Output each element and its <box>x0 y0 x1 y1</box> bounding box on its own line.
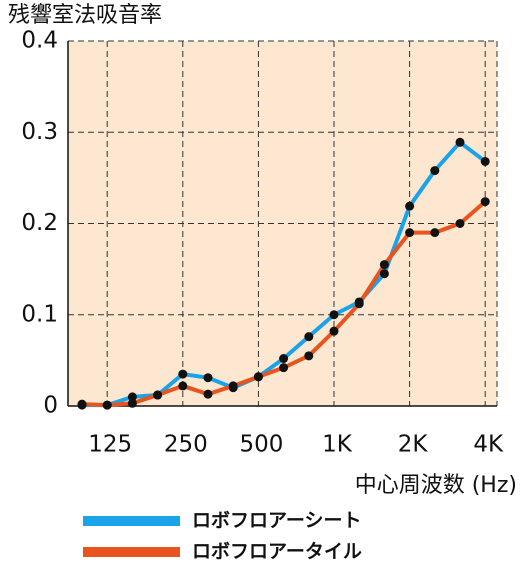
data-point <box>455 219 465 228</box>
data-point <box>127 398 137 408</box>
x-axis-title: 中心周波数 (Hz) <box>355 473 517 498</box>
data-point <box>304 351 314 361</box>
data-point <box>329 326 339 336</box>
data-point <box>379 269 389 279</box>
data-point <box>178 369 188 379</box>
data-point <box>153 390 163 400</box>
data-point <box>102 400 112 410</box>
y-tick-label: 0.4 <box>21 28 58 54</box>
data-point <box>127 392 137 402</box>
data-point <box>379 260 389 270</box>
data-point <box>354 299 364 309</box>
data-point <box>77 399 87 409</box>
data-point <box>253 372 263 382</box>
data-point <box>480 197 490 207</box>
data-point <box>329 310 339 320</box>
data-point <box>405 228 415 238</box>
x-tick-label: 1K <box>322 432 353 458</box>
x-tick-label: 500 <box>239 432 283 458</box>
data-point <box>430 228 440 238</box>
x-tick-label: 125 <box>88 432 132 458</box>
y-tick-label: 0.1 <box>21 301 58 327</box>
data-point <box>279 354 289 364</box>
data-point <box>430 166 440 176</box>
data-point <box>304 332 314 342</box>
legend-label: ロボフロアータイル <box>192 541 362 563</box>
x-tick-label: 250 <box>164 432 208 458</box>
data-point <box>178 381 188 391</box>
data-point <box>279 363 289 373</box>
y-tick-label: 0.3 <box>21 119 58 145</box>
legend-label: ロボフロアーシート <box>192 510 361 532</box>
y-tick-label: 0.2 <box>21 210 58 236</box>
data-point <box>405 201 415 211</box>
data-point <box>480 156 490 166</box>
data-point <box>203 373 213 383</box>
y-axis-title: 残響室法吸音率 <box>8 3 162 28</box>
data-point <box>228 381 238 391</box>
data-point <box>203 389 213 399</box>
x-tick-label: 2K <box>398 432 429 458</box>
y-tick-label: 0 <box>43 393 58 419</box>
x-tick-label: 4K <box>473 432 504 458</box>
data-point <box>455 137 465 147</box>
